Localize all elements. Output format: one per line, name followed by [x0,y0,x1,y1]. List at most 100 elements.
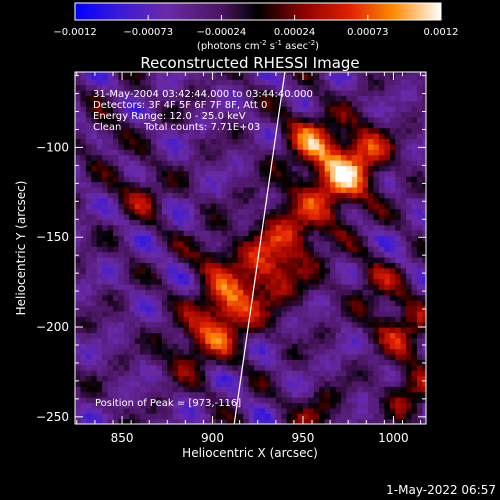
heatmap-cell [362,316,369,323]
heatmap-cell [286,219,293,226]
heatmap-cell [221,186,228,193]
heatmap-cell [199,219,206,226]
heatmap-cell [346,289,353,296]
heatmap-cell [351,364,358,371]
heatmap-cell [80,154,87,161]
heatmap-cell [237,359,244,366]
heatmap-cell [281,84,288,91]
heatmap-cell [313,181,320,188]
heatmap-cell [123,165,130,172]
heatmap-cell [340,111,347,118]
heatmap-cell [123,224,130,231]
heatmap-cell [199,208,206,215]
heatmap-cell [357,116,364,123]
heatmap-cell [286,203,293,210]
heatmap-cell [161,235,168,242]
heatmap-cell [96,289,103,296]
heatmap-cell [123,203,130,210]
heatmap-cell [199,154,206,161]
heatmap-cell [107,267,114,274]
heatmap-cell [346,208,353,215]
heatmap-cell [264,267,271,274]
heatmap-cell [210,72,217,75]
heatmap-cell [319,143,326,150]
heatmap-cell [112,278,120,285]
heatmap-cell [145,170,152,177]
heatmap-cell [145,402,152,409]
heatmap-cell [102,181,109,188]
heatmap-cell [96,122,103,129]
heatmap-cell [178,267,185,274]
heatmap-cell [286,213,293,220]
heatmap-cell [330,402,337,409]
heatmap-cell [259,348,266,355]
heatmap-cell [134,213,141,220]
heatmap-cell [161,230,168,237]
heatmap-cell [416,84,423,91]
heatmap-cell [199,359,206,366]
heatmap-cell [129,165,136,172]
heatmap-cell [335,316,342,323]
heatmap-cell [156,219,163,226]
heatmap-cell [411,127,418,134]
heatmap-cell [205,391,212,398]
heatmap-cell [112,283,120,290]
heatmap-cell [400,84,407,91]
heatmap-cell [340,294,347,301]
heatmap-cell [340,375,347,382]
heatmap-cell [302,154,309,161]
heatmap-cell [226,192,234,199]
heatmap-cell [107,230,114,237]
heatmap-cell [275,84,282,91]
heatmap-cell [118,160,125,166]
heatmap-cell [232,256,239,263]
heatmap-cell [172,219,179,226]
heatmap-cell [362,294,369,301]
heatmap-cell [368,213,375,220]
heatmap-cell [362,116,369,123]
heatmap-cell [107,219,114,226]
heatmap-cell [118,375,125,382]
heatmap-cell [270,197,277,204]
heatmap-cell [140,283,147,290]
heatmap-cell [362,84,369,91]
heatmap-cell [340,89,347,96]
heatmap-cell [183,106,190,113]
heatmap-cell [264,300,271,307]
heatmap-cell [335,224,342,231]
heatmap-cell [378,149,385,156]
heatmap-cell [373,289,380,296]
heatmap-cell [297,289,304,296]
heatmap-cell [129,149,136,156]
heatmap-cell [357,176,364,183]
heatmap-cell [118,359,125,366]
heatmap-cell [254,316,261,323]
heatmap-cell [330,165,337,172]
heatmap-cell [351,262,358,269]
heatmap-cell [351,143,358,150]
heatmap-cell [384,95,391,102]
heatmap-cell [156,332,163,339]
heatmap-cell [335,348,342,355]
heatmap-cell [275,116,282,123]
heatmap-cell [216,154,223,161]
heatmap-cell [422,353,426,360]
heatmap-cell [216,321,223,328]
heatmap-cell [96,154,103,161]
heatmap-cell [422,235,426,242]
heatmap-cell [75,262,82,269]
heatmap-cell [172,154,179,161]
heatmap-cell [167,111,174,118]
heatmap-cell [80,353,87,360]
heatmap-cell [96,84,103,91]
heatmap-cell [254,391,261,398]
heatmap-cell [232,359,239,366]
heatmap-cell [286,111,293,118]
heatmap-cell [156,246,163,253]
heatmap-cell [205,300,212,307]
heatmap-cell [161,364,168,371]
heatmap-cell [406,310,413,317]
heatmap-cell [362,283,369,290]
heatmap-cell [205,170,212,177]
heatmap-cell [264,197,271,204]
